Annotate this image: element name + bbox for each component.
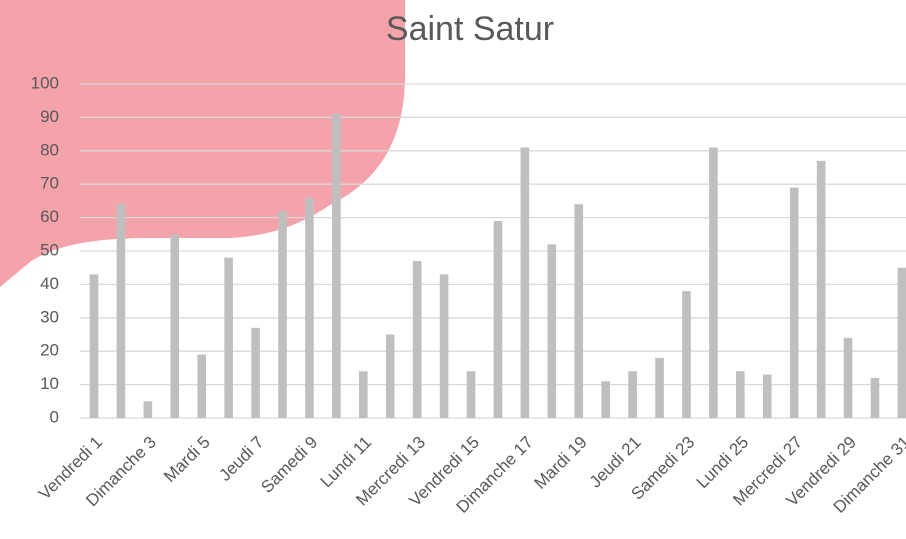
bar: [90, 274, 99, 418]
bar: [871, 378, 880, 418]
bar: [790, 188, 799, 418]
bar: [386, 335, 395, 419]
bar: [709, 147, 718, 418]
bar: [655, 358, 664, 418]
bar: [521, 147, 530, 418]
y-tick-label: 60: [40, 207, 59, 226]
x-tick-label: Samedi 9: [257, 433, 321, 497]
bar: [413, 261, 422, 418]
y-tick-label: 90: [40, 107, 59, 126]
bar: [278, 211, 287, 418]
bar: [224, 258, 233, 418]
chart: 0102030405060708090100Vendredi 1Dimanche…: [0, 0, 906, 539]
page: 0102030405060708090100Vendredi 1Dimanche…: [0, 0, 906, 539]
y-tick-label: 70: [40, 174, 59, 193]
bar: [494, 221, 503, 418]
y-tick-label: 100: [31, 73, 59, 92]
y-tick-label: 20: [40, 341, 59, 360]
bar: [332, 114, 341, 418]
y-tick-label: 30: [40, 307, 59, 326]
y-tick-label: 0: [50, 407, 59, 426]
y-tick-label: 40: [40, 274, 59, 293]
bar: [763, 375, 772, 418]
bar: [898, 268, 906, 418]
bar: [251, 328, 260, 418]
bar: [682, 291, 691, 418]
bar: [548, 244, 557, 418]
bar: [117, 204, 126, 418]
bar: [601, 381, 610, 418]
bar: [736, 371, 745, 418]
bar: [359, 371, 368, 418]
x-tick-label: Jeudi 7: [215, 433, 267, 485]
y-tick-label: 80: [40, 140, 59, 159]
y-tick-label: 50: [40, 240, 59, 259]
x-tick-label: Mardi 19: [531, 433, 591, 493]
bar: [574, 204, 583, 418]
bar: [197, 355, 206, 418]
bar: [170, 234, 179, 418]
decor-blob: [0, 0, 405, 287]
bar: [440, 274, 449, 418]
chart-title: Saint Satur: [386, 10, 554, 48]
bar: [144, 401, 153, 418]
bar: [817, 161, 826, 418]
bar: [467, 371, 476, 418]
y-tick-label: 10: [40, 374, 59, 393]
bar: [844, 338, 853, 418]
x-tick-label: Mardi 5: [160, 433, 214, 487]
bar: [628, 371, 637, 418]
bar: [305, 198, 314, 418]
